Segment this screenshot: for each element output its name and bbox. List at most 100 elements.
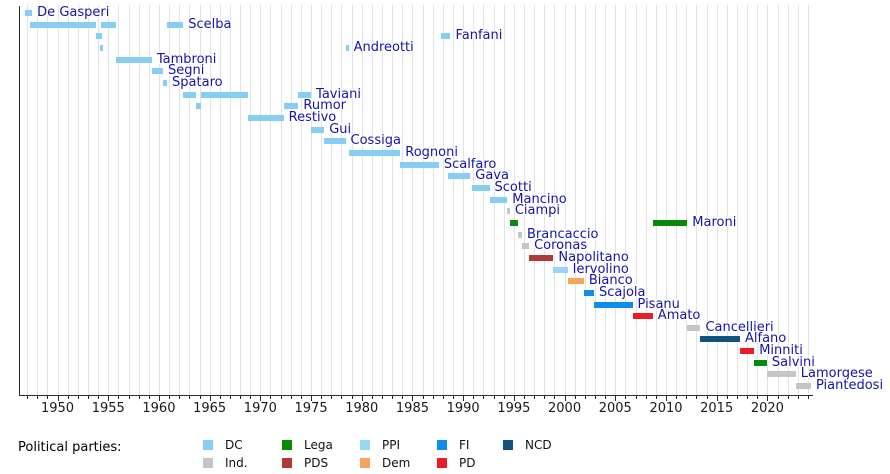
term-bar xyxy=(509,219,518,226)
term-bar xyxy=(567,278,584,285)
gridline xyxy=(47,5,49,395)
gridline xyxy=(757,5,759,395)
gridline xyxy=(716,5,718,395)
minister-label: Bianco xyxy=(588,273,633,289)
gridline xyxy=(706,5,708,395)
term-bar xyxy=(583,289,594,296)
gridline xyxy=(453,5,455,395)
x-axis-line xyxy=(19,395,813,396)
x-tick-minor xyxy=(554,396,556,399)
term-bar xyxy=(517,231,522,238)
gridline xyxy=(412,5,414,395)
x-tick-label: 1950 xyxy=(40,401,75,416)
minister-label: Cancellieri xyxy=(705,319,774,335)
term-bar xyxy=(151,68,163,75)
minister-label: Pisanu xyxy=(637,296,680,312)
gridline xyxy=(747,5,749,395)
minister-label: Coronas xyxy=(534,238,588,254)
x-tick-label: 2000 xyxy=(548,401,582,416)
gridline xyxy=(595,5,596,395)
minister-label: Gava xyxy=(475,168,509,184)
legend-swatch xyxy=(503,440,513,450)
legend-swatch xyxy=(360,458,370,468)
x-tick-minor xyxy=(128,396,130,399)
gridline xyxy=(625,5,627,395)
gridline xyxy=(777,5,779,395)
x-tick-minor xyxy=(169,396,171,399)
legend-item-label: DC xyxy=(225,438,243,452)
x-tick-minor xyxy=(807,396,809,399)
gridline xyxy=(148,5,150,395)
gridline xyxy=(797,5,799,395)
x-tick-minor xyxy=(240,396,242,399)
gridline xyxy=(158,5,160,395)
x-tick-minor xyxy=(524,396,525,399)
x-tick-minor xyxy=(635,396,637,399)
x-tick-minor xyxy=(797,396,799,399)
gridline xyxy=(87,5,89,395)
x-tick-minor xyxy=(138,396,140,399)
x-tick-minor xyxy=(229,396,231,399)
term-bar xyxy=(283,103,299,110)
minister-label: Cossiga xyxy=(350,133,401,149)
legend-swatch xyxy=(360,440,370,450)
gridline xyxy=(696,5,698,395)
x-tick-label: 2020 xyxy=(750,401,784,416)
gridline xyxy=(544,5,546,395)
gridline xyxy=(442,5,444,395)
gridline xyxy=(432,5,434,395)
x-tick-minor xyxy=(179,396,181,399)
x-tick-minor xyxy=(300,396,302,399)
gridline xyxy=(138,5,140,395)
x-tick-label: 2010 xyxy=(649,401,683,416)
gridline xyxy=(219,5,221,395)
gridline xyxy=(665,5,667,395)
x-tick-minor xyxy=(736,396,738,399)
gridline xyxy=(402,5,404,395)
term-bar xyxy=(183,91,197,98)
gridline xyxy=(260,5,262,395)
x-tick-minor xyxy=(67,396,69,399)
x-tick-major xyxy=(57,396,59,401)
minister-label: Rognoni xyxy=(405,144,458,160)
x-tick-minor xyxy=(534,396,536,399)
legend-swatch xyxy=(203,458,213,468)
term-bar xyxy=(687,324,701,331)
x-tick-minor xyxy=(189,396,191,399)
term-bar xyxy=(345,44,349,51)
gridline xyxy=(128,5,130,395)
x-tick-minor xyxy=(605,396,607,399)
term-bar xyxy=(116,56,152,63)
gridline xyxy=(726,5,728,395)
gridline xyxy=(463,5,465,395)
gridline xyxy=(422,5,424,395)
x-tick-major xyxy=(361,396,363,401)
minister-label: Taviani xyxy=(316,86,361,102)
legend-item-label: PDS xyxy=(304,456,329,470)
x-tick-minor xyxy=(574,396,576,399)
x-tick-label: 1975 xyxy=(294,401,328,416)
legend-item-label: Lega xyxy=(304,438,333,452)
term-bar xyxy=(200,91,249,98)
legend-swatch xyxy=(282,458,292,468)
minister-label: Scalfaro xyxy=(443,156,497,172)
term-bar xyxy=(30,21,97,28)
x-tick-minor xyxy=(453,396,455,399)
term-bar xyxy=(248,114,284,121)
x-tick-label: 1990 xyxy=(446,401,480,416)
x-tick-minor xyxy=(726,396,728,399)
x-tick-major xyxy=(412,396,414,401)
x-tick-minor xyxy=(493,396,495,399)
x-tick-label: 1995 xyxy=(497,401,531,416)
term-bar xyxy=(324,138,346,145)
term-bar xyxy=(196,103,201,110)
gridline xyxy=(321,5,323,395)
x-tick-minor xyxy=(382,396,384,399)
gridline xyxy=(351,5,353,395)
term-bar xyxy=(163,79,168,86)
term-bar xyxy=(593,301,633,308)
y-axis-line xyxy=(19,6,20,396)
term-bar xyxy=(652,219,688,226)
minister-label: Scelba xyxy=(188,16,232,32)
